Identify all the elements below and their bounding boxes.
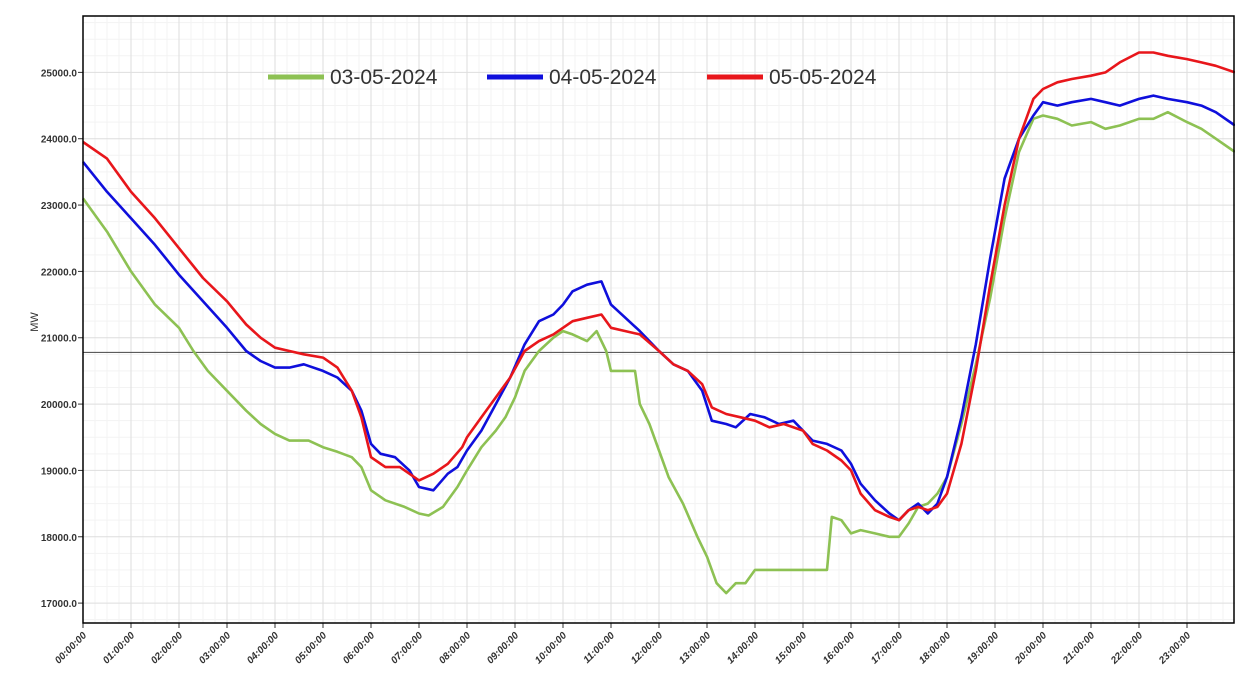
y-tick-label: 24000.0	[41, 135, 78, 146]
legend[interactable]: 03-05-2024 04-05-2024 05-05-2024	[268, 66, 877, 89]
legend-item[interactable]: 05-05-2024	[707, 66, 877, 89]
y-tick-label: 20000.0	[41, 400, 78, 411]
y-tick-label: 18000.0	[41, 533, 78, 544]
y-tick-label: 19000.0	[41, 466, 78, 477]
y-tick-label: 22000.0	[41, 267, 78, 278]
series-line-05-05-2024	[82, 51, 1235, 522]
legend-label: 04-05-2024	[549, 66, 657, 89]
y-tick-label: 17000.0	[41, 599, 78, 610]
series-line-04-05-2024	[81, 94, 1235, 522]
grid-layer	[83, 16, 1235, 623]
series-line-03-05-2024	[81, 110, 1235, 595]
y-tick-label: 21000.0	[41, 334, 78, 345]
legend-item[interactable]: 04-05-2024	[487, 66, 657, 89]
y-tick-label: 23000.0	[41, 201, 78, 212]
legend-item[interactable]: 03-05-2024	[268, 66, 438, 89]
y-tick-label: 25000.0	[41, 68, 78, 79]
plot-frame	[82, 15, 1235, 624]
y-axis-label: MW	[29, 312, 41, 332]
series-layer	[81, 51, 1235, 595]
legend-label: 05-05-2024	[769, 66, 877, 89]
legend-label: 03-05-2024	[330, 66, 438, 89]
